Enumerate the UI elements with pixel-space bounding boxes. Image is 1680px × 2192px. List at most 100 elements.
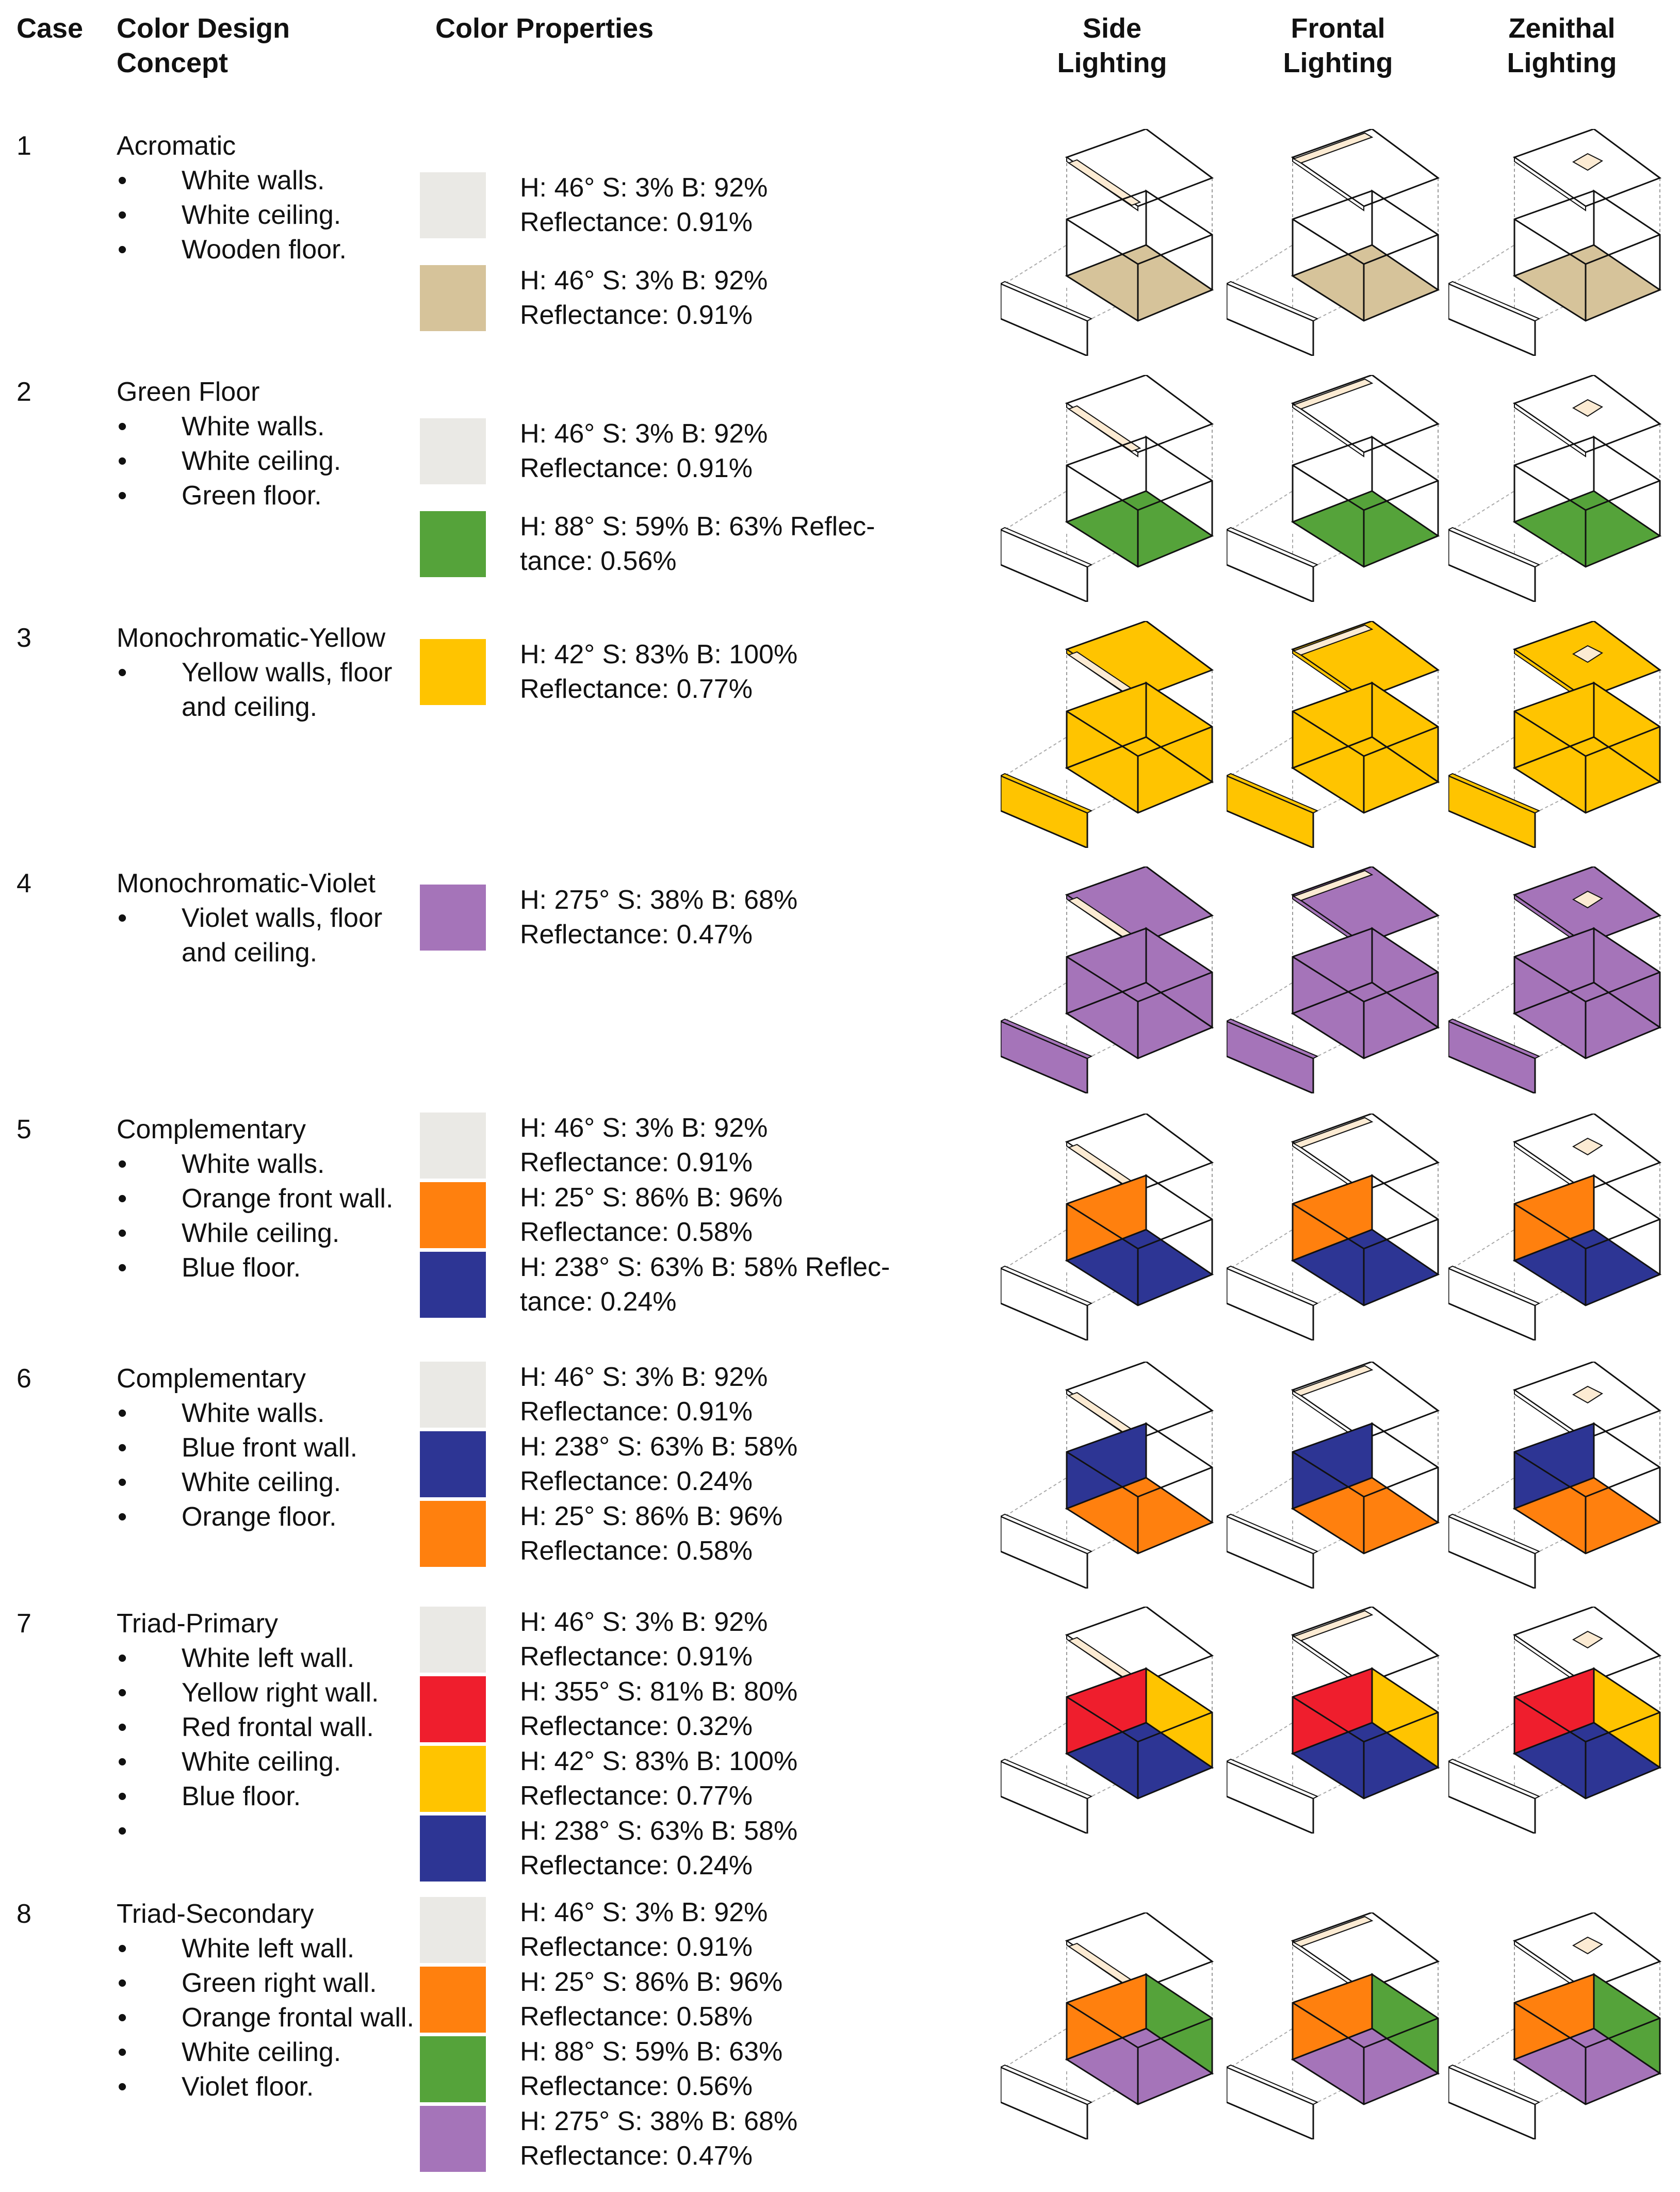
- back-left-wall: [1292, 1973, 1373, 2061]
- zenithal-skylight: [1572, 645, 1604, 663]
- back-right-wall-outline: [1145, 189, 1213, 290]
- hsb-value: H: 88° S: 59% B: 63% Reflec-: [520, 512, 875, 542]
- room-diagram-zenithal: [1448, 375, 1662, 602]
- reflectance-value: tance: 0.24%: [520, 1287, 677, 1317]
- lighting-diagram-zenithal: [1448, 129, 1674, 356]
- color-property-text: H: 46° S: 3% B: 92% Reflectance: 0.91%: [520, 171, 922, 240]
- concept-bullet: •: [117, 1814, 416, 1849]
- lighting-diagram-frontal: [1227, 866, 1453, 1093]
- color-design-concept: Monochromatic-Violet • Violet walls, floor…: [117, 866, 416, 970]
- lighting-diagram-side: [1001, 1114, 1227, 1340]
- hsb-value: H: 238° S: 63% B: 58%: [520, 1432, 798, 1462]
- lighting-diagram-zenithal: [1448, 866, 1674, 1093]
- color-design-concept: Triad-Secondary • White left wall. • Green r…: [117, 1897, 416, 2104]
- guide-line: [1001, 2028, 1067, 2070]
- frontal-window: [1292, 1117, 1374, 1149]
- concept-bullet: • Orange front wall.: [117, 1182, 416, 1216]
- back-left-wall: [1513, 1422, 1595, 1510]
- hsb-value: H: 46° S: 3% B: 92%: [520, 173, 768, 203]
- concept-title: Acromatic: [117, 131, 236, 161]
- color-property-text: H: 46° S: 3% B: 92% Reflectance: 0.91%: [520, 417, 922, 486]
- bullet-text: White walls.: [182, 166, 325, 195]
- front-wall-panel: [1448, 1515, 1536, 1589]
- concept-bullet: • Red frontal wall.: [117, 1710, 416, 1745]
- lighting-diagram-zenithal: [1448, 621, 1674, 848]
- zenithal-skylight: [1572, 890, 1604, 909]
- room-diagram-frontal: [1227, 1607, 1440, 1834]
- front-wall-panel-edge: [1227, 1758, 1319, 1800]
- guide-line: [1001, 490, 1067, 533]
- floor-plane: [1065, 244, 1214, 322]
- bullet-text: Blue floor.: [182, 1781, 301, 1811]
- front-wall-panel: [1227, 283, 1314, 356]
- front-wall-panel: [1227, 775, 1314, 848]
- guide-line: [1448, 1229, 1515, 1271]
- concept-bullet: • Blue floor.: [117, 1251, 416, 1285]
- color-property-text: H: 88° S: 59% B: 63% Reflec-tance: 0.56%: [520, 510, 922, 579]
- header-side-line1: Side: [1082, 13, 1142, 44]
- concept-bullet: • Blue floor.: [117, 1779, 416, 1814]
- color-property-text: H: 88° S: 59% B: 63% Reflectance: 0.56%: [520, 2035, 922, 2104]
- front-wall-panel-edge: [1448, 773, 1541, 814]
- room-diagram-frontal: [1227, 866, 1440, 1093]
- hsb-value: H: 46° S: 3% B: 92%: [520, 419, 768, 449]
- ceiling-plane: [1291, 129, 1440, 207]
- bullet-text: [182, 1816, 189, 1846]
- guide-line: [1227, 1477, 1293, 1519]
- bullet-icon: •: [118, 2003, 127, 2033]
- reflectance-value: Reflectance: 0.24%: [520, 1466, 753, 1496]
- hsb-value: H: 355° S: 81% B: 80%: [520, 1677, 798, 1707]
- back-left-wall-outline: [1066, 190, 1147, 276]
- color-property-text: H: 46° S: 3% B: 92% Reflectance: 0.91%: [520, 1111, 922, 1180]
- frontal-window: [1292, 132, 1374, 164]
- guide-line: [1227, 982, 1293, 1024]
- reflectance-value: Reflectance: 0.91%: [520, 300, 753, 330]
- concept-bullet: • White ceiling.: [117, 1745, 416, 1779]
- bullet-icon: •: [118, 1643, 127, 1673]
- concept-title: Monochromatic-Yellow: [117, 623, 386, 653]
- room-diagram-side: [1001, 375, 1214, 602]
- reflectance-value: Reflectance: 0.77%: [520, 1781, 753, 1811]
- room-diagram-frontal: [1227, 375, 1440, 602]
- concept-bullet: • White walls.: [117, 1147, 416, 1182]
- bullet-text: White left wall.: [182, 1643, 355, 1673]
- ceiling-plane: [1291, 375, 1440, 453]
- bullet-text: White ceiling.: [182, 1467, 341, 1497]
- header-zenithal-line2: Lighting: [1507, 47, 1617, 78]
- back-right-wall-outline: [1371, 189, 1439, 290]
- concept-title: Triad-Primary: [117, 1609, 278, 1639]
- guide-line: [1448, 982, 1515, 1024]
- color-design-concept: Complementary • White walls. • Orange front …: [117, 1113, 416, 1285]
- bullet-text: Orange frontal wall.: [182, 2003, 414, 2033]
- bullet-icon: •: [118, 1218, 127, 1248]
- lighting-diagram-zenithal: [1448, 1912, 1674, 2139]
- room-diagram-side: [1001, 129, 1214, 356]
- bullet-icon: •: [118, 1968, 127, 1998]
- case-number: 3: [17, 623, 31, 653]
- side-window: [1067, 159, 1141, 206]
- header-frontal-line2: Lighting: [1283, 47, 1393, 78]
- color-swatch-white: [420, 1113, 486, 1179]
- front-wall-panel-edge: [1448, 2064, 1541, 2105]
- front-wall-panel: [1227, 1515, 1314, 1589]
- bullet-text: White left wall.: [182, 1934, 355, 1964]
- bullet-icon: •: [118, 1816, 127, 1846]
- bullet-icon: •: [118, 1781, 127, 1811]
- frontal-window: [1292, 870, 1374, 902]
- guide-line: [1227, 737, 1293, 779]
- front-wall-panel: [1001, 1020, 1088, 1093]
- case-number: 4: [17, 869, 31, 898]
- back-left-wall: [1292, 1422, 1373, 1510]
- concept-bullet: • Orange floor.: [117, 1500, 416, 1534]
- color-design-concept: Green Floor • White walls. • White ceiling. •…: [117, 375, 416, 513]
- front-wall-panel: [1001, 2066, 1088, 2139]
- floor-plane: [1291, 490, 1440, 568]
- room-diagram-side: [1001, 1607, 1214, 1834]
- concept-bullet: • White left wall.: [117, 1932, 416, 1966]
- guide-line: [1227, 244, 1293, 287]
- concept-bullet: • White walls.: [117, 410, 416, 444]
- hsb-value: H: 46° S: 3% B: 92%: [520, 1113, 768, 1143]
- room-diagram-frontal: [1227, 129, 1440, 356]
- bullet-text: Yellow walls, floor and ceiling.: [182, 658, 393, 722]
- color-property-text: H: 25° S: 86% B: 96% Reflectance: 0.58%: [520, 1499, 922, 1568]
